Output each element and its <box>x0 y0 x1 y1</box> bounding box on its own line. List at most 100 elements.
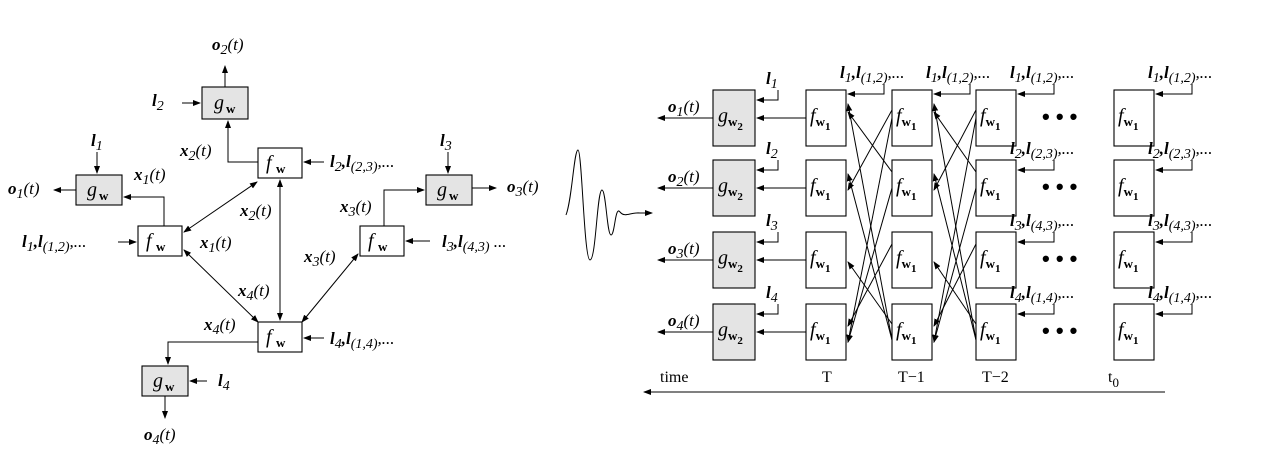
svg-text:gw2: gw2 <box>718 319 743 347</box>
row-input-arrow <box>1155 304 1193 317</box>
recurrent-link <box>932 173 977 341</box>
recurrent-link <box>847 109 893 191</box>
recurrent-link <box>847 187 893 343</box>
g2-node-1: gw2 <box>712 89 756 147</box>
f1-node-c2-r3: fw1 <box>891 231 933 289</box>
column-label-2: T−1 <box>898 369 925 386</box>
svg-text:fw1: fw1 <box>980 175 1000 203</box>
output-label-3: o3(t) <box>668 239 700 262</box>
svg-text:fw1: fw1 <box>980 105 1000 133</box>
right-graph: gw2 o1(t) l1 gw2 o2(t) l2 gw2 o3(t) l3 gw2 o4(t) l4… <box>643 63 1213 395</box>
row-input-arrow <box>1155 232 1193 245</box>
row-input-label: l1,l(1,2),... <box>926 63 991 86</box>
output-label-1: o1(t) <box>668 97 700 120</box>
l-label-3: l3 <box>766 211 778 234</box>
svg-text:fw1: fw1 <box>1118 175 1138 203</box>
g2-node-2: gw2 <box>712 159 756 217</box>
svg-text:f: f <box>146 230 154 252</box>
f-node-2: f w <box>257 147 303 179</box>
output-o1-label: o1(t) <box>8 179 40 202</box>
l3-label: l3 <box>440 131 452 154</box>
row-input-arrow <box>1155 84 1193 97</box>
output-label-4: o4(t) <box>668 311 700 334</box>
l-label-1: l1 <box>766 69 778 92</box>
l-arrow-3 <box>756 232 779 245</box>
svg-text:fw1: fw1 <box>810 247 830 275</box>
g-node-1: g w <box>75 174 123 206</box>
x2-label-top: x2(t) <box>179 141 212 164</box>
recurrent-link <box>846 117 893 343</box>
svg-text:g: g <box>437 179 447 201</box>
recurrent-link <box>932 187 977 343</box>
l4-label: l4 <box>218 371 230 394</box>
row-input-arrow <box>1017 160 1055 173</box>
f1-node-c4-r2: fw1 <box>1113 159 1155 217</box>
output-o4-label: o4(t) <box>144 425 176 448</box>
svg-text:fw1: fw1 <box>896 175 916 203</box>
x4-label-left: x4(t) <box>203 315 236 338</box>
svg-text:f: f <box>368 230 376 252</box>
f1-node-c4-r4: fw1 <box>1113 303 1155 361</box>
recurrent-link <box>933 243 977 327</box>
ellipsis-1: • • • <box>1042 104 1077 129</box>
l-arrow-4 <box>756 304 779 317</box>
row-input-arrow <box>1155 160 1193 173</box>
left-labels: o2(t) l2 x2(t) l2,l(2,3),... l1 o1(t) x1… <box>8 35 539 448</box>
l-label-4: l4 <box>766 283 778 306</box>
svg-text:w: w <box>276 161 286 176</box>
f1-node-c3-r1: fw1 <box>975 89 1017 147</box>
x3-label-mid: x3(t) <box>303 247 336 270</box>
ellipsis-2: • • • <box>1042 174 1077 199</box>
x1-label-mid: x1(t) <box>199 233 232 256</box>
x3-label-top: x3(t) <box>339 197 372 220</box>
left-edges <box>53 65 497 419</box>
svg-text:w: w <box>156 239 166 254</box>
svg-text:fw1: fw1 <box>1118 247 1138 275</box>
svg-text:fw1: fw1 <box>896 247 916 275</box>
svg-text:fw1: fw1 <box>1118 105 1138 133</box>
f-node-3: f w <box>359 225 405 257</box>
recurrent-link <box>932 117 977 343</box>
f1-node-c4-r3: fw1 <box>1113 231 1155 289</box>
left-graph: g w f w g w f w g w f w <box>8 35 539 448</box>
row-input-label: l1,l(1,2),... <box>1010 63 1075 86</box>
x4-label-mid: x4(t) <box>237 281 270 304</box>
column-label-1: T <box>822 369 832 386</box>
svg-text:fw1: fw1 <box>896 105 916 133</box>
svg-text:w: w <box>165 379 175 394</box>
g2-node-3: gw2 <box>712 231 756 289</box>
f-node-1: f w <box>137 225 183 257</box>
l-arrow-2 <box>756 160 779 173</box>
f2-inputs-label: l2,l(2,3),... <box>330 152 395 175</box>
recurrent-link <box>933 111 977 173</box>
recurrent-link <box>847 111 893 173</box>
f4-inputs-label: l4,l(1,4),... <box>330 329 395 352</box>
svg-text:g: g <box>153 370 163 392</box>
svg-text:w: w <box>276 335 286 350</box>
f1-node-c1-r3: fw1 <box>805 231 847 289</box>
row-input-arrow <box>1017 232 1055 245</box>
svg-text:gw2: gw2 <box>718 105 743 133</box>
l-label-2: l2 <box>766 139 778 162</box>
recurrent-link <box>933 109 977 191</box>
f1-node-c1-r2: fw1 <box>805 159 847 217</box>
ellipsis-3: • • • <box>1042 246 1077 271</box>
recurrent-link <box>847 243 893 327</box>
f1-inputs-label: l1,l(1,2),... <box>22 232 87 255</box>
f1-node-c1-r4: fw1 <box>805 303 847 361</box>
time-axis: time <box>643 369 1165 395</box>
f1-node-c3-r3: fw1 <box>975 231 1017 289</box>
g-node-2: g w <box>201 86 249 120</box>
row-input-label: l1,l(1,2),... <box>840 63 905 86</box>
row-input-arrow <box>1017 84 1055 97</box>
time-label: time <box>660 369 688 386</box>
row-input-label: l3,l(4,3),... <box>1148 211 1213 234</box>
g-node-3: g w <box>425 174 473 206</box>
svg-text:fw1: fw1 <box>810 319 830 347</box>
unfolded-network: gw2 o1(t) l1 gw2 o2(t) l2 gw2 o3(t) l3 gw2 o4(t) l4… <box>657 63 1213 390</box>
ellipsis-4: • • • <box>1042 318 1077 343</box>
output-o2-label: o2(t) <box>212 35 244 58</box>
output-o3-label: o3(t) <box>507 177 539 200</box>
transform-arrow <box>565 149 653 261</box>
